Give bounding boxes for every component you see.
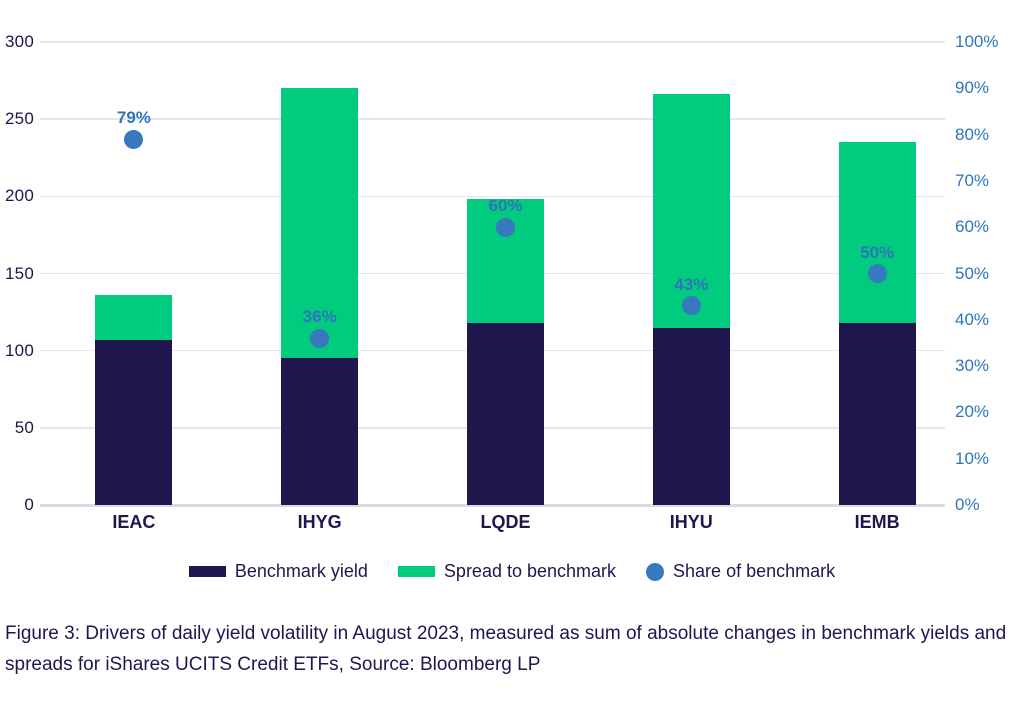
y-axis-right-tick-label: 60% xyxy=(955,217,990,237)
y-axis-right-tick-label: 40% xyxy=(955,309,990,329)
x-axis-baseline xyxy=(40,503,945,507)
legend-item-share-of-benchmark: Share of benchmark xyxy=(646,561,835,582)
y-axis-right-tick-label: 50% xyxy=(955,263,990,283)
bar-segment-spread-to-benchmark-IEAC xyxy=(95,295,173,340)
bar-segment-benchmark-yield-IEMB xyxy=(838,322,916,505)
y-axis-left-tick-label: 0 xyxy=(24,495,34,514)
share-of-benchmark-dot-IEAC xyxy=(124,129,144,149)
x-axis-category-label-IHYU: IHYU xyxy=(669,512,713,532)
bar-segment-benchmark-yield-LQDE xyxy=(467,322,544,505)
bar-segment-benchmark-yield-IHYU xyxy=(652,327,730,505)
bar-segment-benchmark-yield-IEAC xyxy=(95,339,173,505)
share-of-benchmark-value-label-LQDE: 60% xyxy=(488,196,523,216)
share-of-benchmark-dot-IHYU xyxy=(681,296,701,316)
share-of-benchmark-dot-IEMB xyxy=(867,264,887,283)
bar-segment-spread-to-benchmark-IHYU xyxy=(652,94,730,328)
share-of-benchmark-dot-IHYG xyxy=(310,328,330,348)
y-axis-right-tick-label: 90% xyxy=(955,78,990,98)
y-axis-left-tick-label: 250 xyxy=(5,109,34,129)
legend-label-share-of-benchmark: Share of benchmark xyxy=(673,561,836,581)
legend: Benchmark yield Spread to benchmark Shar… xyxy=(0,561,1024,582)
y-axis-left-tick-label: 200 xyxy=(5,186,34,206)
x-axis-category-label-IEAC: IEAC xyxy=(112,512,156,532)
y-axis-left-tick-label: 150 xyxy=(5,263,34,283)
legend-label-benchmark-yield: Benchmark yield xyxy=(234,561,368,581)
y-axis-left-tick-label: 300 xyxy=(5,32,34,51)
gridline xyxy=(40,195,945,198)
bar-segment-spread-to-benchmark-IEMB xyxy=(838,142,916,323)
benchmark-yield-swatch-icon xyxy=(188,566,226,577)
share-of-benchmark-value-label-IHYU: 43% xyxy=(674,274,709,294)
legend-item-benchmark-yield: Benchmark yield xyxy=(188,561,368,582)
y-axis-right-tick-label: 0% xyxy=(955,495,980,514)
x-axis-category-label-LQDE: LQDE xyxy=(480,512,531,532)
legend-item-spread-to-benchmark: Spread to benchmark xyxy=(397,561,617,582)
y-axis-left-tick-label: 100 xyxy=(5,340,34,360)
share-of-benchmark-value-label-IEMB: 50% xyxy=(860,242,895,262)
bar-segment-benchmark-yield-IHYG xyxy=(281,358,359,505)
figure-caption: Figure 3: Drivers of daily yield volatil… xyxy=(5,623,1007,675)
spread-to-benchmark-swatch-icon xyxy=(397,566,435,577)
share-of-benchmark-value-label-IEAC: 79% xyxy=(116,108,151,128)
y-axis-right-tick-label: 100% xyxy=(955,32,999,51)
y-axis-left-tick-label: 50 xyxy=(14,417,34,437)
share-of-benchmark-value-label-IHYG: 36% xyxy=(302,307,337,327)
share-of-benchmark-dot-icon xyxy=(646,562,665,581)
legend-label-spread-to-benchmark: Spread to benchmark xyxy=(443,561,617,581)
y-axis-right-tick-label: 20% xyxy=(955,402,990,422)
share-of-benchmark-dot-LQDE xyxy=(496,217,515,237)
x-axis-category-label-IEMB: IEMB xyxy=(854,512,900,532)
gridline xyxy=(40,118,945,120)
y-axis-right-tick-label: 30% xyxy=(955,356,990,376)
x-axis-category-label-IHYG: IHYG xyxy=(297,512,342,532)
y-axis-right-tick-label: 80% xyxy=(955,124,990,144)
gridline xyxy=(40,41,945,43)
y-axis-right-tick-label: 10% xyxy=(955,448,990,468)
y-axis-right-tick-label: 70% xyxy=(955,170,990,190)
bar-segment-spread-to-benchmark-IHYG xyxy=(281,88,359,359)
